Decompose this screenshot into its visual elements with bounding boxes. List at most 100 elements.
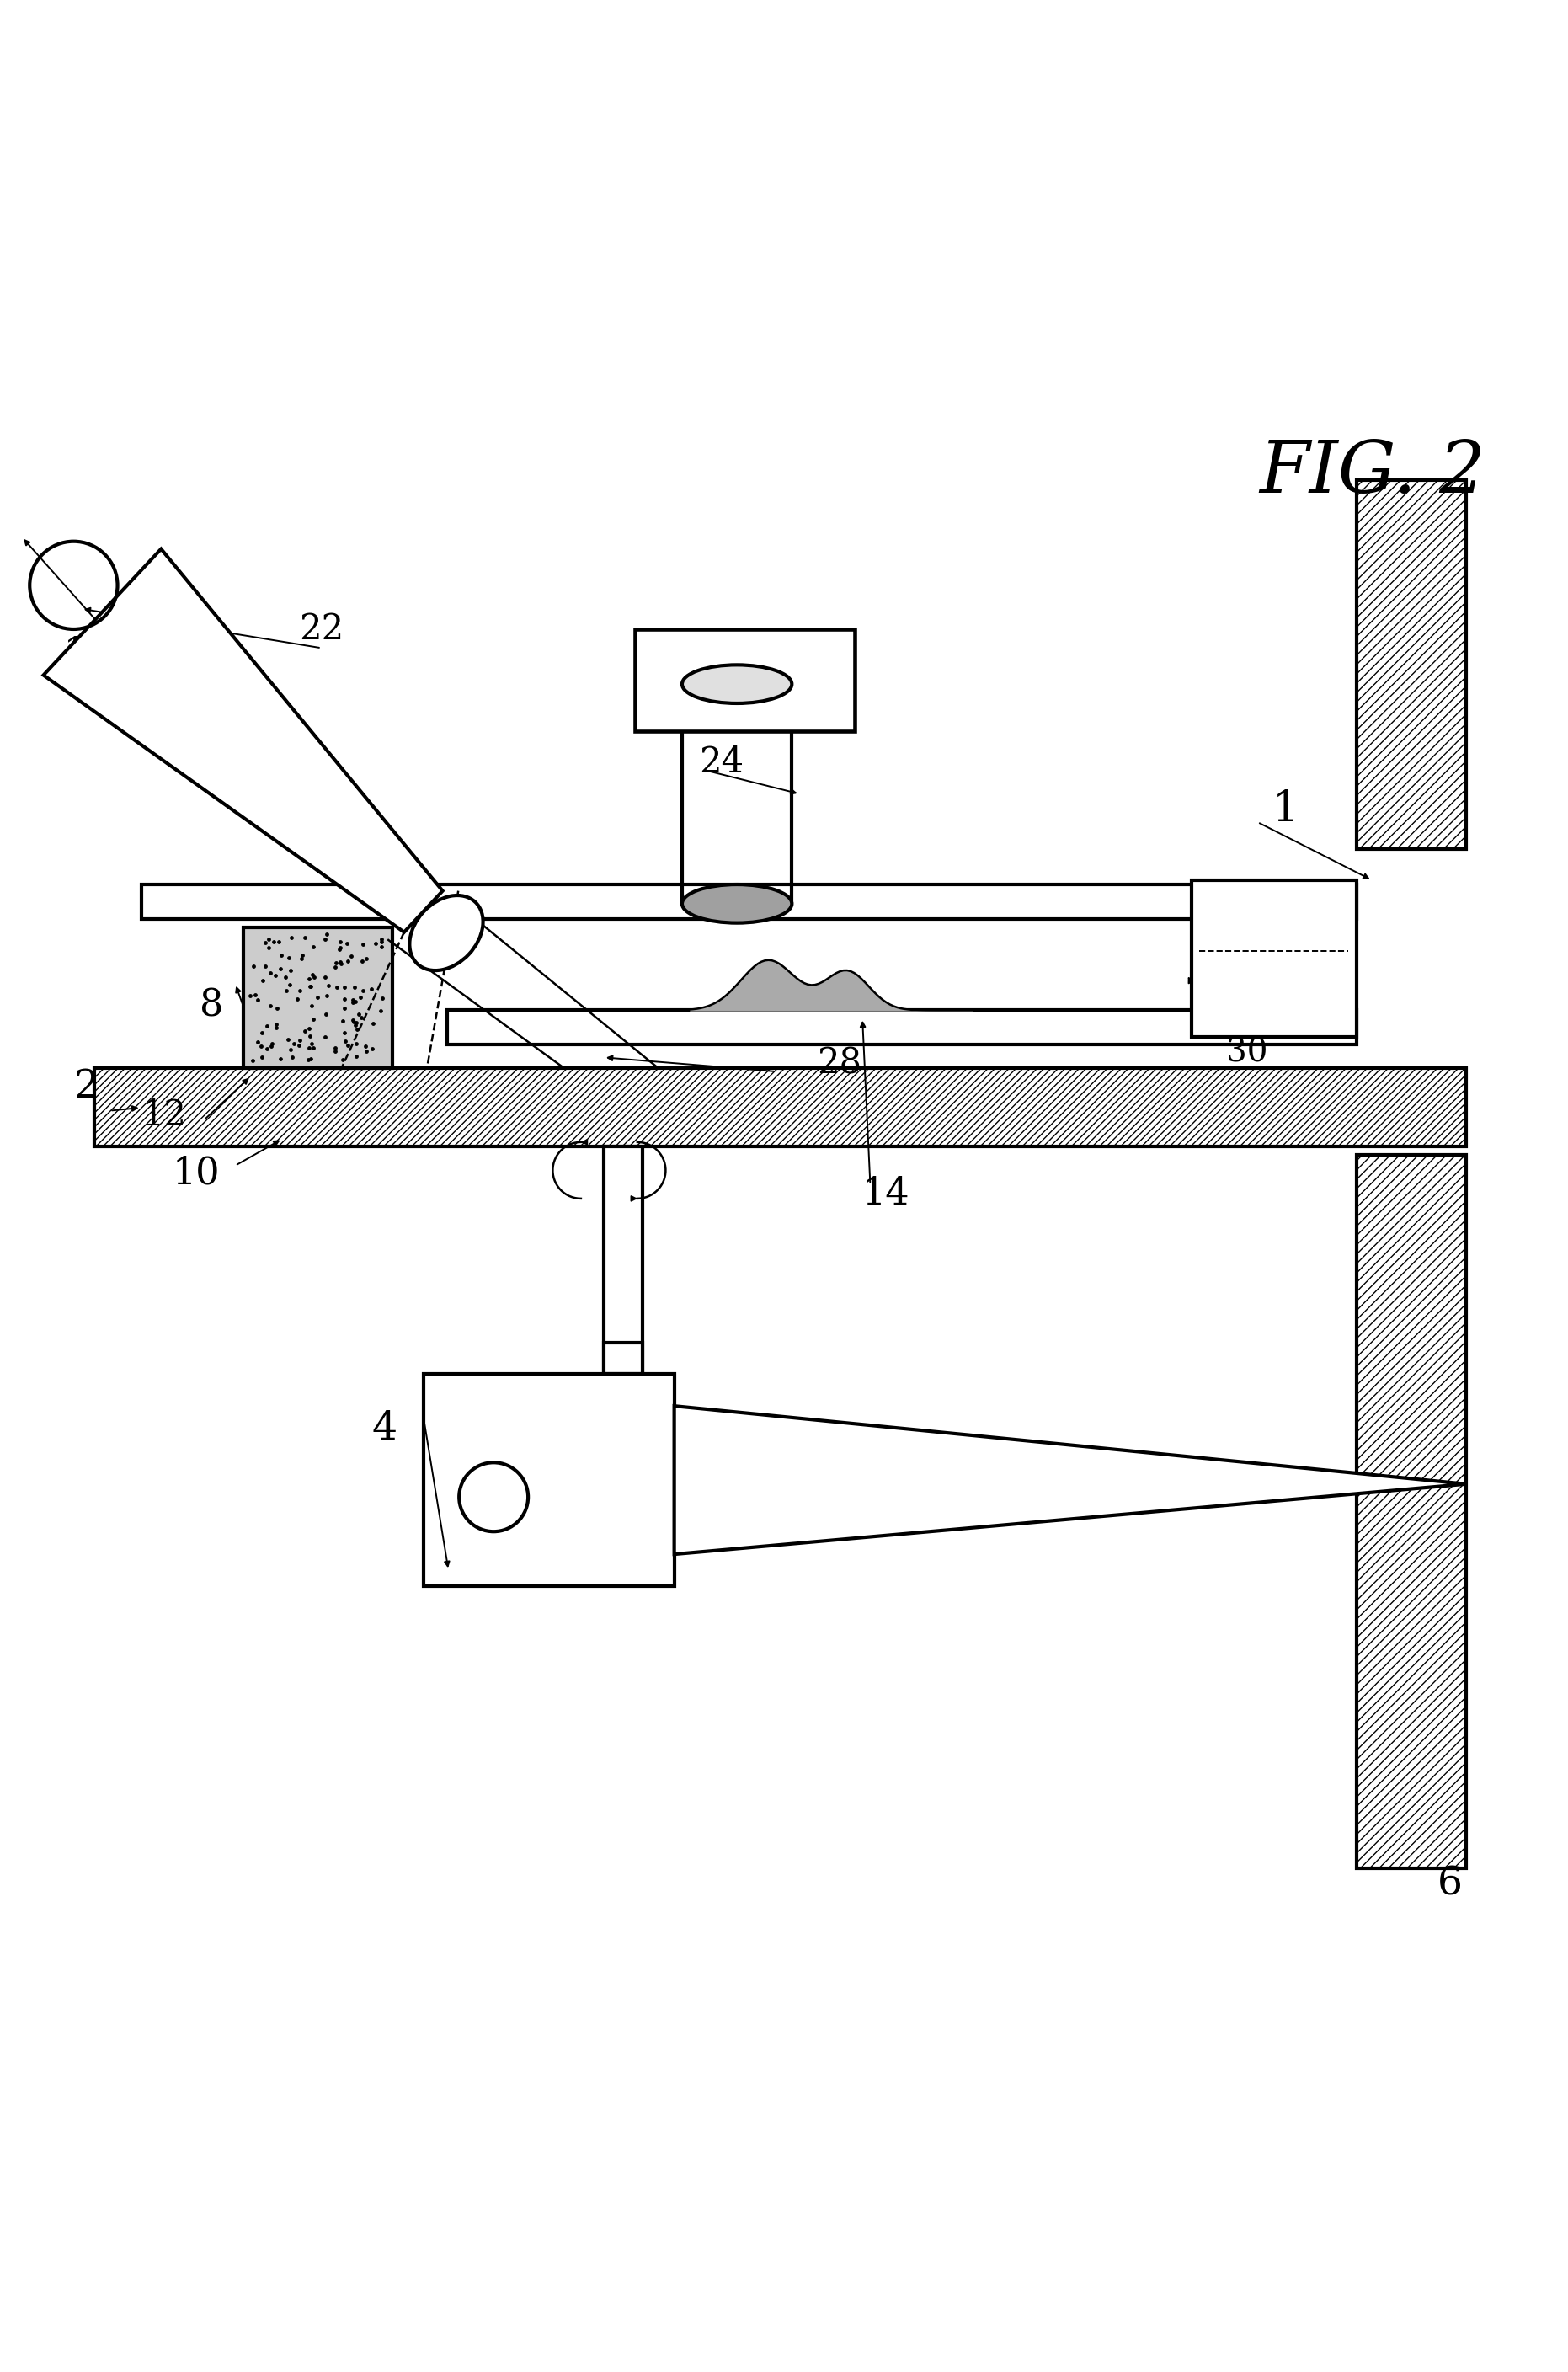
Point <box>299 956 325 994</box>
Point <box>328 923 353 961</box>
Point <box>323 944 348 982</box>
Point <box>289 939 314 977</box>
Bar <box>604 1146 643 1373</box>
Point <box>347 996 372 1034</box>
Bar <box>243 927 392 1067</box>
Point <box>343 1025 368 1063</box>
Point <box>249 961 274 999</box>
Point <box>348 980 373 1018</box>
Point <box>343 1003 368 1041</box>
Point <box>299 987 325 1025</box>
Point <box>332 980 358 1018</box>
Point <box>336 942 361 980</box>
Point <box>314 916 339 954</box>
Point <box>279 918 304 956</box>
Point <box>278 1032 303 1070</box>
Point <box>306 977 331 1015</box>
Point <box>370 980 395 1018</box>
Bar <box>1356 1155 1466 1869</box>
Point <box>287 1022 312 1060</box>
Point <box>285 980 310 1018</box>
Text: FIG. 2: FIG. 2 <box>1259 436 1485 508</box>
Text: 14: 14 <box>862 1177 909 1212</box>
Point <box>328 927 353 965</box>
Point <box>301 958 326 996</box>
Point <box>364 925 389 963</box>
Bar <box>1356 479 1466 849</box>
Point <box>334 925 359 963</box>
Polygon shape <box>674 1407 1466 1554</box>
Point <box>368 927 394 965</box>
Point <box>354 1032 379 1070</box>
Point <box>252 923 278 961</box>
Point <box>328 944 353 982</box>
Point <box>278 965 303 1003</box>
Point <box>252 946 278 984</box>
Point <box>314 996 339 1034</box>
Point <box>279 1039 304 1077</box>
Point <box>343 1037 368 1075</box>
Ellipse shape <box>682 885 792 923</box>
Point <box>340 982 365 1020</box>
Point <box>332 989 358 1027</box>
Point <box>325 968 350 1006</box>
Point <box>314 977 339 1015</box>
Point <box>285 1027 310 1065</box>
Point <box>312 1018 337 1056</box>
Point <box>323 1032 348 1070</box>
Bar <box>141 885 1356 920</box>
Point <box>268 949 293 987</box>
Point <box>368 991 394 1029</box>
Point <box>323 1029 348 1067</box>
Point <box>342 968 367 1006</box>
Point <box>267 923 292 961</box>
Point <box>340 980 365 1018</box>
Point <box>274 1020 299 1058</box>
Bar <box>447 1010 1356 1044</box>
Point <box>241 946 267 984</box>
Text: 16: 16 <box>64 636 108 671</box>
Point <box>301 1001 326 1039</box>
Point <box>312 958 337 996</box>
Bar <box>1356 479 1466 849</box>
Bar <box>604 1343 643 1373</box>
Point <box>254 1029 279 1067</box>
Point <box>296 1041 321 1079</box>
Point <box>339 937 364 975</box>
Point <box>245 1022 270 1060</box>
Point <box>287 973 312 1010</box>
Text: 1: 1 <box>1272 790 1300 830</box>
Point <box>350 925 375 963</box>
Bar <box>94 1067 1466 1146</box>
Point <box>298 968 323 1006</box>
Point <box>343 1010 368 1048</box>
Polygon shape <box>44 548 442 932</box>
Point <box>254 1008 279 1046</box>
Point <box>298 1039 323 1077</box>
Point <box>296 1029 321 1067</box>
Point <box>246 982 271 1020</box>
Point <box>332 1022 358 1060</box>
Point <box>350 942 375 980</box>
Point <box>243 977 268 1015</box>
Point <box>298 1018 323 1056</box>
Point <box>238 977 263 1015</box>
Point <box>260 1025 285 1063</box>
Point <box>323 949 348 987</box>
Bar <box>94 1067 1466 1146</box>
Point <box>332 1013 358 1051</box>
Point <box>296 1010 321 1048</box>
Point <box>276 939 301 977</box>
Point <box>361 1029 386 1067</box>
Point <box>273 958 298 996</box>
Text: 2: 2 <box>74 1067 99 1105</box>
Point <box>256 927 281 965</box>
Point <box>293 1013 318 1051</box>
Point <box>332 968 358 1006</box>
Point <box>340 1001 365 1039</box>
Text: 8: 8 <box>199 987 224 1025</box>
Point <box>298 968 323 1006</box>
Text: 22: 22 <box>299 612 343 648</box>
Point <box>268 937 293 975</box>
Point <box>262 956 287 994</box>
